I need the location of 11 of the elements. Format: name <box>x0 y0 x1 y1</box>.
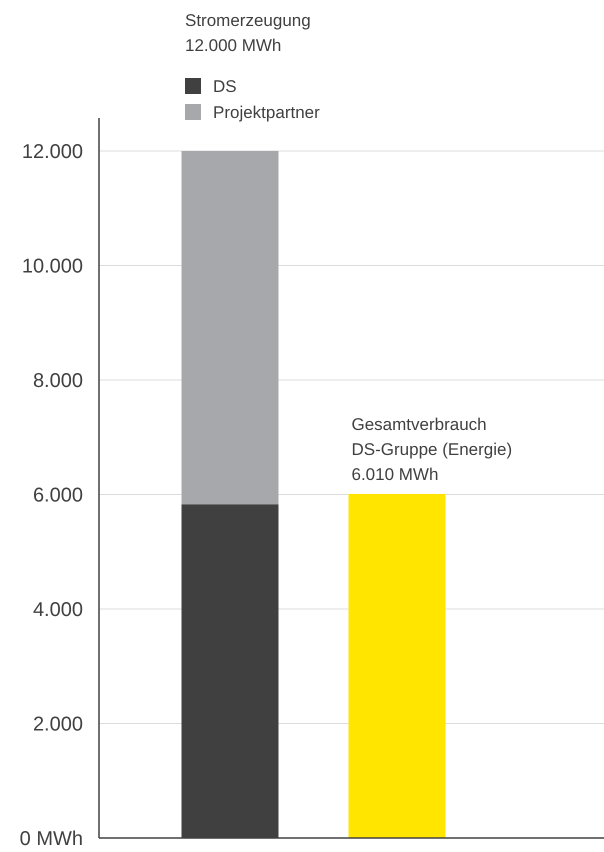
legend-label: DS <box>213 77 237 96</box>
y-tick-label: 0 MWh <box>20 828 83 850</box>
y-tick-label: 10.000 <box>22 256 83 278</box>
y-tick-label: 8.000 <box>32 370 83 392</box>
y-tick-label: 12.000 <box>22 141 83 163</box>
y-tick-label: 2.000 <box>32 714 83 736</box>
y-tick-label: 4.000 <box>32 599 83 621</box>
text: Stromerzeugung 12.000 MWh <box>185 11 311 55</box>
legend-label: Projektpartner <box>213 103 320 122</box>
total-label: Gesamtverbrauch DS-Gruppe (Energie) 6.010 MWh <box>352 414 512 484</box>
y-tick-label: 6.000 <box>32 484 83 506</box>
